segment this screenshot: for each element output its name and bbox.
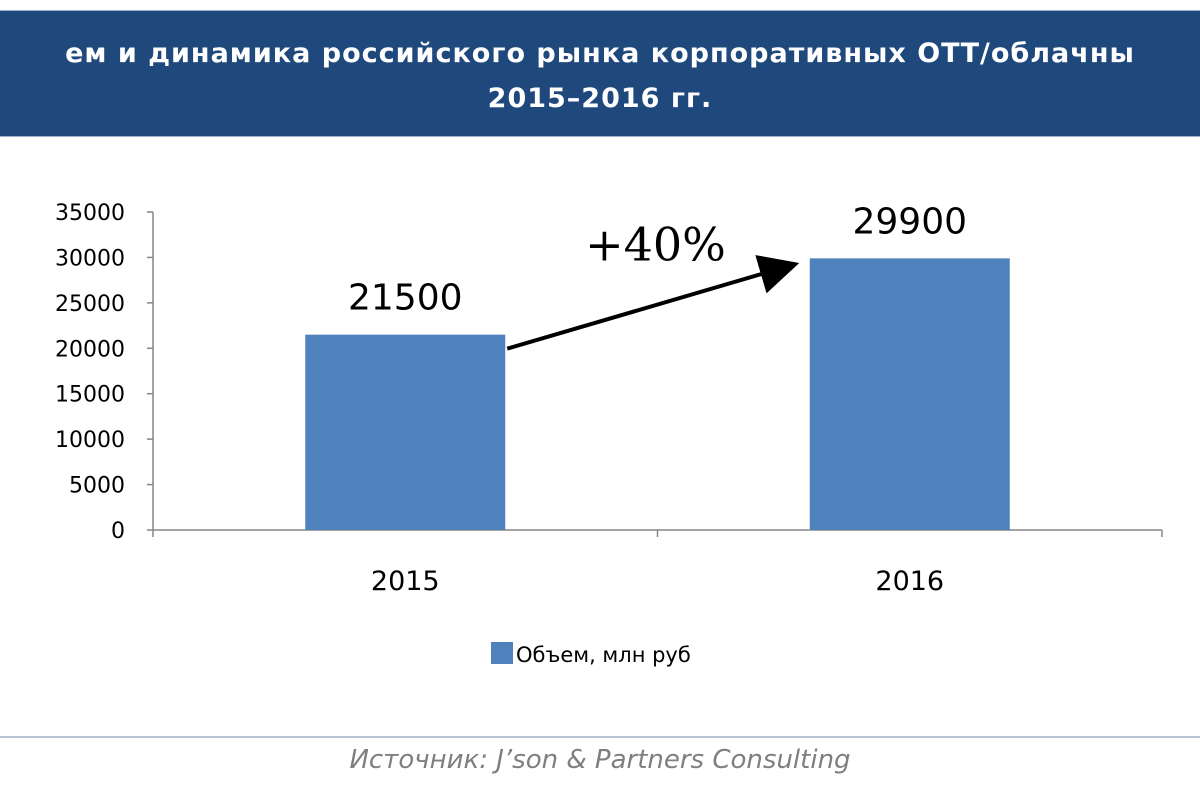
bar-2015 xyxy=(305,334,506,530)
chart-title-line2: 2015–2016 гг. xyxy=(487,83,713,114)
chart-title-line1: ем и динамика российского рынка корпорат… xyxy=(65,38,1135,69)
growth-annotation: +40% xyxy=(506,217,800,351)
data-label: 29900 xyxy=(852,201,967,242)
footer-divider xyxy=(0,736,1200,738)
data-label: 21500 xyxy=(348,278,463,319)
legend-label: Объем, млн руб xyxy=(516,643,691,667)
y-tick-label: 20000 xyxy=(55,337,125,362)
y-tick-label: 25000 xyxy=(55,292,125,317)
bars xyxy=(305,258,1010,530)
growth-label: +40% xyxy=(585,217,726,271)
bar-2016 xyxy=(809,258,1010,530)
y-tick-label: 5000 xyxy=(69,474,125,499)
y-tick-label: 15000 xyxy=(55,383,125,408)
y-tick-label: 0 xyxy=(111,519,125,544)
y-axis: 0 5000 10000 15000 20000 25000 30000 35000 xyxy=(55,201,154,544)
data-labels: 21500 29900 xyxy=(348,201,967,318)
y-tick-label: 30000 xyxy=(55,246,125,271)
growth-arrow xyxy=(506,255,800,351)
title-banner: ем и динамика российского рынка корпорат… xyxy=(0,10,1200,137)
x-tick-label: 2015 xyxy=(371,566,440,597)
legend: Объем, млн руб xyxy=(491,642,691,667)
y-tick-label: 35000 xyxy=(55,201,125,226)
source-note: Источник: J’son & Partners Consulting xyxy=(349,745,851,775)
x-tick-label: 2016 xyxy=(875,566,944,597)
y-tick-label: 10000 xyxy=(55,428,125,453)
legend-swatch xyxy=(491,642,513,664)
x-axis: 2015 2016 xyxy=(152,529,1163,597)
